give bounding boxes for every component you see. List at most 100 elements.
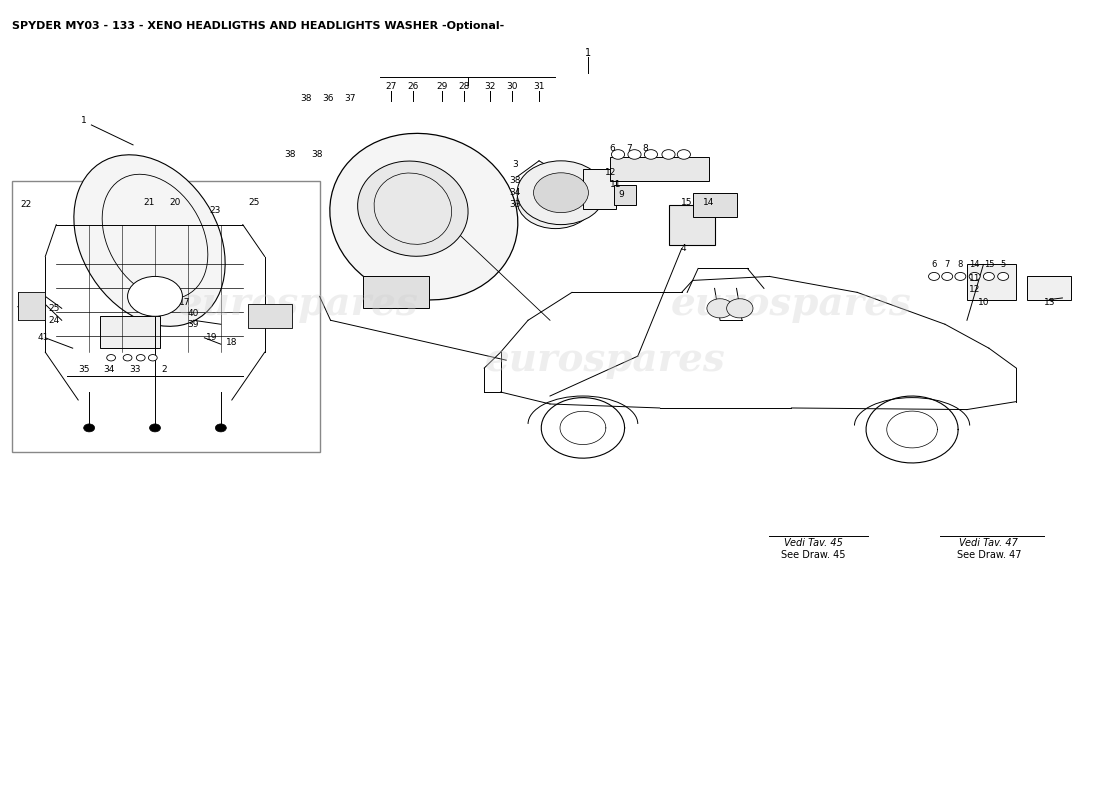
- Circle shape: [969, 273, 980, 281]
- Text: 10: 10: [978, 298, 989, 307]
- Text: 31: 31: [534, 82, 544, 91]
- Text: 33: 33: [509, 200, 520, 209]
- Circle shape: [727, 298, 754, 318]
- FancyBboxPatch shape: [12, 181, 320, 452]
- Circle shape: [928, 273, 939, 281]
- FancyBboxPatch shape: [249, 304, 293, 328]
- Text: 9: 9: [618, 190, 624, 199]
- Circle shape: [150, 424, 161, 432]
- Text: 2: 2: [161, 366, 166, 374]
- Text: 7: 7: [626, 144, 631, 154]
- Text: eurospares: eurospares: [177, 286, 418, 323]
- Text: 21: 21: [144, 198, 155, 206]
- Circle shape: [107, 354, 116, 361]
- Text: 34: 34: [509, 188, 520, 198]
- Circle shape: [128, 277, 183, 316]
- Text: 15: 15: [983, 260, 994, 269]
- Circle shape: [983, 273, 994, 281]
- Circle shape: [645, 150, 658, 159]
- Text: See Draw. 45: See Draw. 45: [781, 550, 846, 561]
- Circle shape: [942, 273, 953, 281]
- Text: 18: 18: [227, 338, 238, 347]
- FancyBboxPatch shape: [610, 157, 710, 181]
- Text: 38: 38: [284, 150, 296, 159]
- Ellipse shape: [330, 134, 518, 300]
- Text: 14: 14: [969, 260, 980, 269]
- Text: eurospares: eurospares: [671, 286, 912, 323]
- Ellipse shape: [358, 161, 469, 256]
- Circle shape: [517, 173, 594, 229]
- Text: 25: 25: [249, 198, 260, 206]
- Circle shape: [148, 354, 157, 361]
- Circle shape: [136, 354, 145, 361]
- Text: 27: 27: [385, 82, 397, 91]
- FancyBboxPatch shape: [693, 193, 737, 217]
- Text: Vedi Tav. 45: Vedi Tav. 45: [784, 538, 843, 549]
- Text: 36: 36: [322, 94, 334, 103]
- Circle shape: [216, 424, 227, 432]
- FancyBboxPatch shape: [583, 169, 616, 209]
- Text: 12: 12: [969, 286, 980, 294]
- Text: 8: 8: [958, 260, 962, 269]
- Circle shape: [998, 273, 1009, 281]
- Text: 38: 38: [311, 150, 323, 159]
- Text: 11: 11: [610, 180, 621, 190]
- Ellipse shape: [74, 154, 226, 326]
- Circle shape: [707, 298, 734, 318]
- Text: 16: 16: [166, 287, 177, 296]
- Text: 1: 1: [80, 117, 87, 126]
- Text: 37: 37: [344, 94, 356, 103]
- Text: SPYDER MY03 - 133 - XENO HEADLIGTHS AND HEADLIGHTS WASHER -Optional-: SPYDER MY03 - 133 - XENO HEADLIGTHS AND …: [12, 22, 505, 31]
- Circle shape: [517, 161, 605, 225]
- Text: 11: 11: [969, 274, 980, 283]
- FancyBboxPatch shape: [100, 316, 161, 348]
- Text: 5: 5: [1001, 260, 1005, 269]
- Text: 29: 29: [437, 82, 448, 91]
- Text: 24: 24: [48, 316, 59, 325]
- Text: 38: 38: [300, 94, 312, 103]
- Text: 25: 25: [48, 304, 59, 313]
- Text: 4: 4: [681, 244, 686, 253]
- Text: See Draw. 47: See Draw. 47: [957, 550, 1021, 561]
- Text: 40: 40: [188, 310, 199, 318]
- Circle shape: [955, 273, 966, 281]
- Text: 13: 13: [1044, 298, 1055, 307]
- Text: eurospares: eurospares: [484, 341, 725, 379]
- Circle shape: [534, 173, 588, 213]
- Text: 22: 22: [20, 200, 31, 209]
- Text: 33: 33: [130, 366, 141, 374]
- Circle shape: [84, 424, 95, 432]
- Text: 19: 19: [207, 333, 218, 342]
- FancyBboxPatch shape: [614, 185, 636, 205]
- Text: 12: 12: [605, 168, 616, 178]
- Circle shape: [662, 150, 675, 159]
- Text: 7: 7: [945, 260, 950, 269]
- Text: 6: 6: [609, 144, 615, 154]
- Circle shape: [612, 150, 625, 159]
- Text: 3: 3: [512, 160, 518, 170]
- Circle shape: [628, 150, 641, 159]
- Text: 41: 41: [37, 334, 48, 342]
- Circle shape: [123, 354, 132, 361]
- Circle shape: [678, 150, 691, 159]
- Text: 34: 34: [103, 366, 114, 374]
- Text: 39: 39: [188, 320, 199, 329]
- Text: 14: 14: [703, 198, 715, 206]
- FancyBboxPatch shape: [669, 205, 715, 245]
- Text: 8: 8: [642, 144, 648, 154]
- Text: 32: 32: [484, 82, 495, 91]
- FancyBboxPatch shape: [1027, 277, 1071, 300]
- FancyBboxPatch shape: [18, 292, 45, 320]
- FancyBboxPatch shape: [363, 277, 429, 308]
- Text: Vedi Tav. 47: Vedi Tav. 47: [959, 538, 1019, 549]
- Text: 20: 20: [169, 198, 180, 206]
- Text: 28: 28: [459, 82, 470, 91]
- Text: 23: 23: [210, 206, 221, 214]
- FancyBboxPatch shape: [967, 265, 1016, 300]
- Text: 1: 1: [585, 48, 592, 58]
- Text: 15: 15: [681, 198, 693, 206]
- Text: 30: 30: [506, 82, 517, 91]
- Text: 17: 17: [179, 298, 190, 307]
- Text: 6: 6: [932, 260, 937, 269]
- Text: 26: 26: [407, 82, 418, 91]
